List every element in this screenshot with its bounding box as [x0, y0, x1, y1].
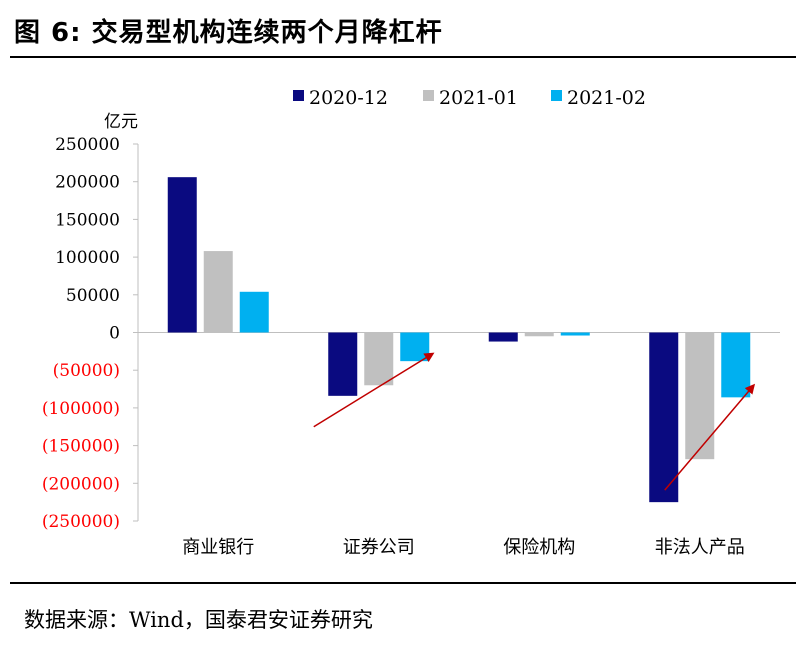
bar-2021-01: [685, 332, 715, 460]
trend-arrows: [313, 352, 756, 491]
legend-swatch: [551, 90, 562, 101]
y-tick-label: 50000: [66, 286, 120, 306]
x-category-label: 保险机构: [503, 537, 575, 558]
chart-legend: 2020-12 2021-01 2021-02: [293, 87, 646, 109]
legend-swatch: [423, 90, 434, 101]
trend-arrow: [664, 383, 756, 491]
bar-2020-12: [167, 177, 197, 333]
bar-2021-01: [364, 332, 394, 386]
legend-label: 2020-12: [309, 87, 388, 109]
title-rule: [10, 56, 796, 58]
y-tick-label: (50000): [53, 361, 120, 381]
x-axis-labels: 商业银行 证券公司 保险机构 非法人产品: [182, 537, 745, 558]
trend-arrow: [313, 352, 435, 428]
bar-chart: 2020-12 2021-01 2021-02 亿元 250000 200000 150…: [42, 87, 780, 558]
x-category-label: 商业银行: [182, 537, 254, 558]
x-category-label: 非法人产品: [655, 537, 745, 558]
bar-2021-02: [560, 332, 590, 336]
y-tick-label: (100000): [42, 399, 120, 419]
bar-2021-02: [400, 332, 430, 362]
bar-2021-02: [239, 291, 269, 333]
bar-2020-12: [649, 332, 679, 503]
legend-label: 2021-02: [567, 87, 646, 109]
bar-2020-12: [488, 332, 518, 342]
bar-2020-12: [328, 332, 358, 396]
legend-label: 2021-01: [439, 87, 518, 109]
y-tick-label: 200000: [55, 173, 120, 193]
bar-2021-02: [721, 332, 751, 398]
y-tick-label: 100000: [55, 248, 120, 268]
bar-2021-01: [524, 332, 554, 337]
figure-title: 图 6: 交易型机构连续两个月降杠杆: [14, 18, 443, 48]
y-tick-label: 150000: [55, 210, 120, 230]
y-axis-unit-label: 亿元: [104, 112, 138, 132]
y-tick-label: 0: [109, 324, 120, 344]
source-rule: [10, 582, 796, 584]
y-tick-label: (200000): [42, 474, 120, 494]
y-tick-label: 250000: [55, 135, 120, 155]
legend-swatch: [293, 90, 304, 101]
bar-series: [167, 177, 751, 503]
y-tick-label: (250000): [42, 512, 120, 532]
x-category-label: 证券公司: [343, 537, 415, 558]
source-note: 数据来源：Wind，国泰君安证券研究: [24, 608, 373, 632]
bar-2021-01: [203, 251, 233, 333]
y-tick-label: (150000): [42, 437, 120, 457]
